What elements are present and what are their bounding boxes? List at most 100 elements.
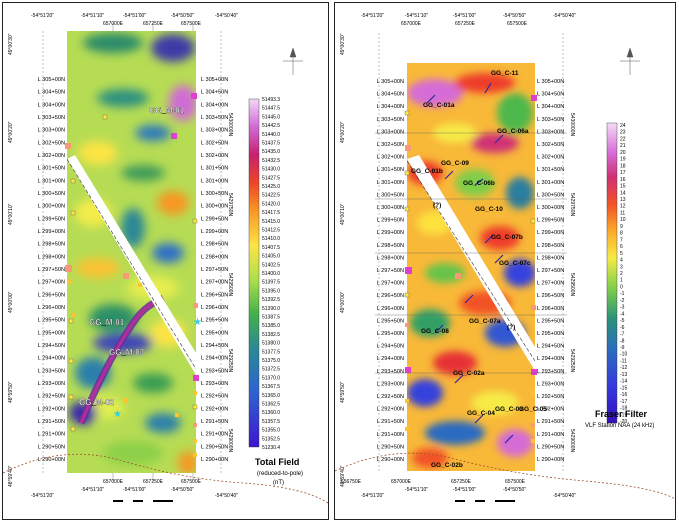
line-label: L 302+00N bbox=[38, 153, 65, 159]
line-label: L 304+50N bbox=[377, 92, 404, 98]
line-label: L 299+50N bbox=[201, 216, 228, 222]
line-label: L 305+00N bbox=[537, 79, 564, 85]
line-label: L 292+50N bbox=[537, 394, 564, 400]
line-label: L 294+00N bbox=[537, 356, 564, 362]
total-field-map: ★ ★ -54°51'20" -54°51'10" -54°51'00" -54… bbox=[3, 13, 328, 504]
line-label: L 298+00N bbox=[537, 255, 564, 261]
line-label: L 301+50N bbox=[38, 166, 65, 172]
top-coord: -54°51'00" bbox=[453, 13, 476, 19]
line-label: L 295+00N bbox=[38, 330, 65, 336]
legend-value: 51230.4 bbox=[262, 445, 280, 451]
line-label: L 301+00N bbox=[201, 178, 228, 184]
legend-value: 22 bbox=[620, 136, 626, 142]
top-coord: -54°50'50" bbox=[171, 13, 194, 19]
legend-value: 51370.0 bbox=[262, 375, 280, 381]
line-label: L 303+50N bbox=[201, 115, 228, 121]
svg-text:49°00'10": 49°00'10" bbox=[340, 203, 346, 225]
line-label: L 290+00N bbox=[537, 457, 564, 463]
line-label: L 291+50N bbox=[201, 419, 228, 425]
line-label: L 293+00N bbox=[38, 381, 65, 387]
line-label: L 300+00N bbox=[537, 205, 564, 211]
legend-value: 51392.5 bbox=[262, 297, 280, 303]
anomaly-label: GG_M-03 bbox=[109, 348, 145, 357]
survey-stations bbox=[404, 95, 537, 443]
north-arrow-icon bbox=[283, 47, 303, 75]
anomaly-label: GG_M-01 bbox=[89, 318, 125, 327]
legend-value: 5 bbox=[620, 251, 623, 257]
line-label: L 303+00N bbox=[38, 128, 65, 134]
bottom-utm: 656750E bbox=[341, 479, 362, 485]
total-field-legend: 51493.3 51447.5 51445.0 51442.5 51440.0 51437… bbox=[248, 97, 280, 451]
contour-road bbox=[335, 452, 675, 500]
svg-text:GG_C-03: GG_C-03 bbox=[495, 406, 523, 413]
legend-value: 51352.5 bbox=[262, 436, 280, 442]
bottom-coord: -54°50'40" bbox=[553, 493, 576, 499]
legend-value: -8 bbox=[620, 338, 625, 344]
legend-value: 24 bbox=[620, 123, 626, 129]
line-label: L 296+50N bbox=[377, 293, 404, 299]
legend-value: 51387.5 bbox=[262, 315, 280, 321]
star-marker: ★ bbox=[113, 409, 122, 420]
total-field-raster bbox=[67, 31, 196, 473]
svg-text:5429750N: 5429750N bbox=[569, 193, 575, 216]
line-label: L 303+50N bbox=[38, 115, 65, 121]
svg-text:5429750N: 5429750N bbox=[227, 193, 233, 216]
left-latitudes: 49°00'30" 49°00'20" 49°00'10" 49°00'00" … bbox=[8, 33, 14, 487]
line-label: L 299+00N bbox=[377, 230, 404, 236]
line-label: L 304+50N bbox=[537, 92, 564, 98]
line-label: L 294+00N bbox=[201, 356, 228, 362]
svg-text:49°00'10": 49°00'10" bbox=[8, 203, 14, 225]
line-label: L 302+00N bbox=[537, 155, 564, 161]
line-label: L 296+00N bbox=[38, 305, 65, 311]
line-label: L 294+50N bbox=[38, 343, 65, 349]
line-label: L 296+50N bbox=[537, 293, 564, 299]
line-label: L 304+50N bbox=[38, 90, 65, 96]
svg-text:5430000N: 5430000N bbox=[227, 113, 233, 136]
bottom-coord: -54°51'00" bbox=[123, 487, 146, 493]
svg-text:GG_C-08: GG_C-08 bbox=[421, 328, 449, 335]
line-label: L 305+00N bbox=[201, 77, 228, 83]
line-label: L 297+50N bbox=[201, 267, 228, 273]
legend-value: 0 bbox=[620, 284, 623, 290]
line-label: L 293+00N bbox=[537, 381, 564, 387]
line-label: L 296+00N bbox=[537, 306, 564, 312]
top-coord: -54°51'00" bbox=[123, 13, 146, 19]
line-label: L 292+00N bbox=[201, 406, 228, 412]
legend-value: 51415.0 bbox=[262, 219, 280, 225]
line-labels-right: L 305+00N L 304+50N L 304+00N L 303+50N L 30… bbox=[201, 77, 228, 463]
legend-value: 51442.5 bbox=[262, 123, 280, 129]
line-label: L 295+50N bbox=[537, 318, 564, 324]
line-label: L 290+00N bbox=[377, 457, 404, 463]
svg-text:GG_C-11: GG_C-11 bbox=[491, 70, 519, 77]
line-label: L 294+50N bbox=[537, 344, 564, 350]
legend-value: -3 bbox=[620, 305, 625, 311]
line-label: L 295+00N bbox=[377, 331, 404, 337]
map-grid bbox=[42, 23, 222, 481]
svg-text:48°59'40": 48°59'40" bbox=[340, 465, 346, 487]
bottom-utm: 657250E bbox=[451, 479, 472, 485]
line-labels-right: L 305+00N L 304+50N L 304+00N L 303+50N L 30… bbox=[537, 79, 564, 463]
bottom-coord: -54°51'10" bbox=[405, 487, 428, 493]
legend-value: 51432.5 bbox=[262, 158, 280, 164]
line-label: L 302+50N bbox=[377, 142, 404, 148]
line-label: L 299+00N bbox=[38, 229, 65, 235]
line-label: L 290+50N bbox=[201, 444, 228, 450]
svg-text:(?): (?) bbox=[433, 202, 441, 209]
legend-value: 15 bbox=[620, 184, 626, 190]
line-label: L 299+50N bbox=[38, 216, 65, 222]
line-label: L 295+50N bbox=[201, 318, 228, 324]
anomaly-label: GG_M-02 bbox=[79, 398, 115, 407]
line-label: L 293+50N bbox=[38, 368, 65, 374]
left-latitudes: 49°00'30" 49°00'20" 49°00'10" 49°00'00" … bbox=[340, 33, 346, 487]
line-label: L 293+50N bbox=[537, 369, 564, 375]
line-label: L 296+00N bbox=[201, 305, 228, 311]
bottom-utm: 657500E bbox=[505, 479, 526, 485]
legend-value: 13 bbox=[620, 197, 626, 203]
bottom-utm: 657000E bbox=[103, 479, 124, 485]
survey-stations bbox=[65, 93, 199, 457]
svg-text:GG_C-06a: GG_C-06a bbox=[497, 128, 529, 135]
top-utm: 657250E bbox=[455, 21, 476, 27]
legend-value: -18 bbox=[620, 406, 627, 412]
legend-value: -20 bbox=[620, 419, 627, 425]
line-label: L 301+50N bbox=[201, 166, 228, 172]
